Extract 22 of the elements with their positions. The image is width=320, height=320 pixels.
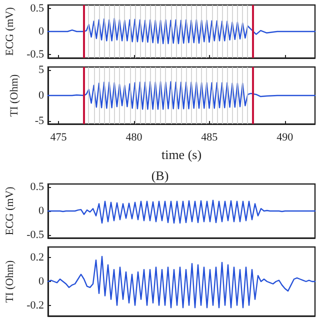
x-tick-label: 475	[50, 132, 68, 144]
y-tick-label: 0	[38, 26, 44, 38]
y-axis-title: ECG (mV)	[4, 186, 16, 236]
y-tick-label: 0.5	[30, 2, 44, 14]
y-tick-label: 5	[38, 64, 44, 76]
y-tick-label: -0.5	[26, 229, 44, 242]
y-axis-title: TI (Ohm)	[8, 74, 20, 117]
y-tick-label: 0.2	[30, 252, 44, 264]
y-axis-title: ECG (mV)	[4, 6, 16, 56]
y-tick-label: 0	[38, 276, 44, 288]
x-tick-label: 490	[276, 132, 294, 144]
y-tick-label: -0.2	[26, 299, 44, 312]
y-tick-label: -0.5	[26, 48, 44, 61]
y-tick-label: 0.5	[30, 180, 44, 193]
chart-title: (B)	[151, 168, 169, 183]
x-axis-title: time (s)	[161, 146, 202, 162]
y-axis-title: TI (Ohm)	[4, 260, 16, 303]
y-tick-label: 0	[38, 90, 44, 102]
x-tick-label: 480	[126, 132, 143, 144]
y-tick-label: -5	[34, 114, 44, 127]
x-tick-label: 485	[201, 132, 218, 144]
y-tick-label: 0	[38, 205, 44, 217]
